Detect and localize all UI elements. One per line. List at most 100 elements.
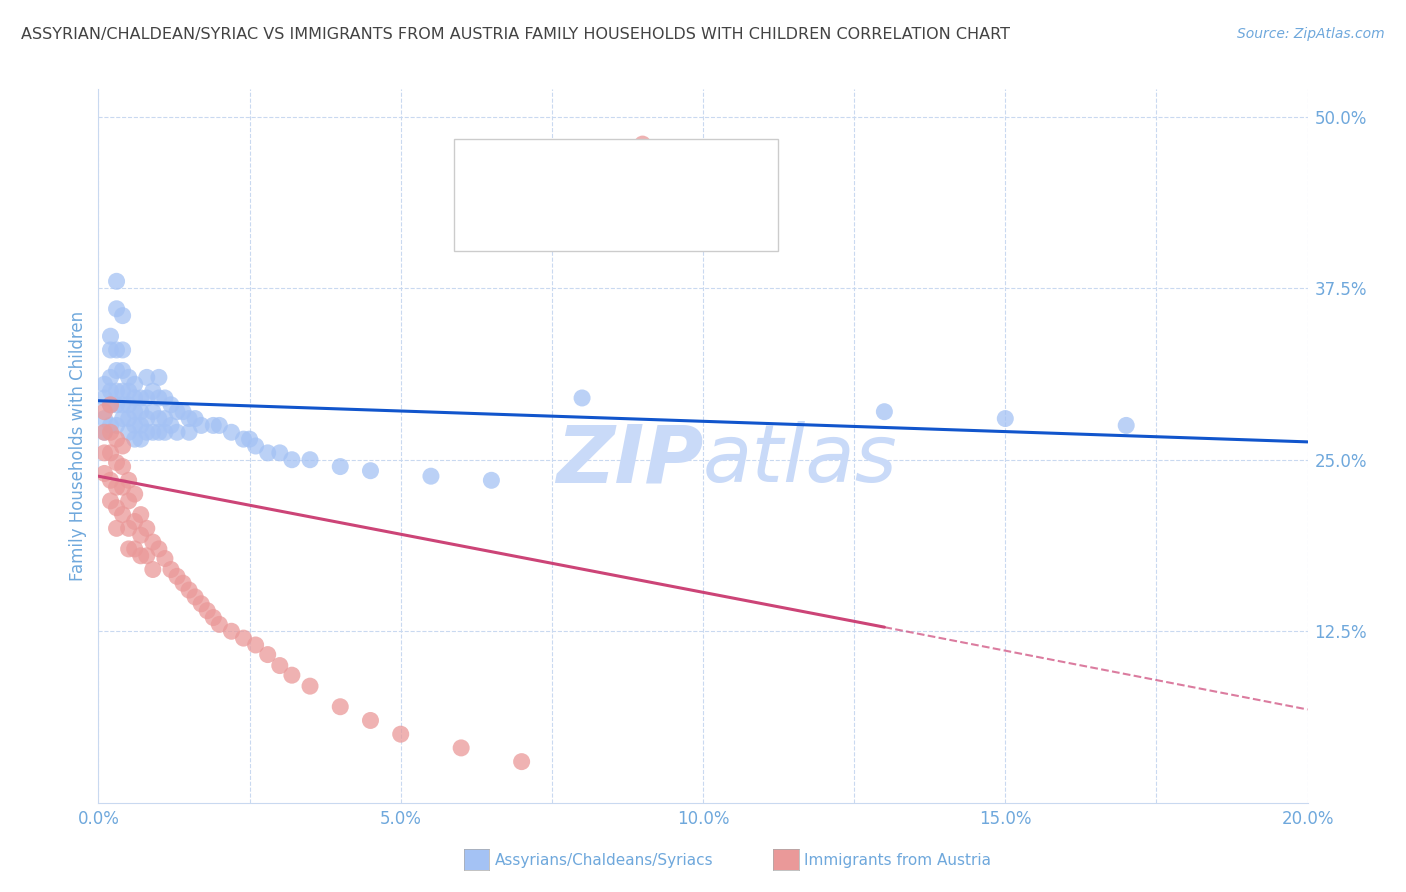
Point xyxy=(100,425,122,440)
Point xyxy=(160,398,183,412)
Point xyxy=(111,508,134,522)
Point xyxy=(179,425,201,440)
Point xyxy=(208,617,231,632)
Point xyxy=(105,343,128,357)
Point xyxy=(124,432,146,446)
Point xyxy=(299,452,322,467)
Text: ZIP: ZIP xyxy=(555,421,703,500)
Point xyxy=(142,535,165,549)
Point xyxy=(100,494,122,508)
Point xyxy=(124,541,146,556)
Point xyxy=(129,549,152,563)
Point xyxy=(135,370,157,384)
Point xyxy=(1115,418,1137,433)
Point xyxy=(93,377,115,392)
Point xyxy=(166,569,188,583)
Point xyxy=(124,418,146,433)
Point xyxy=(153,425,176,440)
Point xyxy=(129,391,152,405)
Point xyxy=(148,541,170,556)
Point xyxy=(360,714,382,728)
Point xyxy=(221,624,243,639)
Point xyxy=(148,411,170,425)
Point xyxy=(93,405,115,419)
Point xyxy=(111,309,134,323)
Point xyxy=(135,549,157,563)
Y-axis label: Family Households with Children: Family Households with Children xyxy=(69,311,87,581)
Point xyxy=(118,521,141,535)
Point xyxy=(142,384,165,398)
Point xyxy=(172,405,194,419)
Point xyxy=(100,329,122,343)
Point xyxy=(142,405,165,419)
Point xyxy=(195,604,218,618)
Text: R =  -0.085    N = 78: R = -0.085 N = 78 xyxy=(515,181,703,199)
Point xyxy=(184,590,207,604)
Point xyxy=(190,597,212,611)
Point xyxy=(93,467,115,481)
Point xyxy=(124,515,146,529)
Point xyxy=(299,679,322,693)
Point xyxy=(93,425,115,440)
Point xyxy=(118,411,141,425)
Point xyxy=(360,464,382,478)
Point xyxy=(111,439,134,453)
Point xyxy=(105,521,128,535)
Point xyxy=(269,658,291,673)
Point xyxy=(148,370,170,384)
Point xyxy=(105,480,128,494)
Point xyxy=(111,411,134,425)
Text: ASSYRIAN/CHALDEAN/SYRIAC VS IMMIGRANTS FROM AUSTRIA FAMILY HOUSEHOLDS WITH CHILD: ASSYRIAN/CHALDEAN/SYRIAC VS IMMIGRANTS F… xyxy=(21,27,1010,42)
Point xyxy=(994,411,1017,425)
Point xyxy=(93,411,115,425)
Point xyxy=(873,405,896,419)
Point xyxy=(93,446,115,460)
Point xyxy=(100,384,122,398)
Text: Immigrants from Austria: Immigrants from Austria xyxy=(804,854,991,868)
Point xyxy=(111,343,134,357)
Point xyxy=(142,562,165,576)
Point xyxy=(100,343,122,357)
Text: Assyrians/Chaldeans/Syriacs: Assyrians/Chaldeans/Syriacs xyxy=(495,854,713,868)
Point xyxy=(105,398,128,412)
Point xyxy=(105,363,128,377)
Point xyxy=(329,699,352,714)
Point xyxy=(245,638,267,652)
Point xyxy=(256,648,278,662)
Point xyxy=(153,411,176,425)
Point xyxy=(100,398,122,412)
Point xyxy=(111,480,134,494)
Point xyxy=(245,439,267,453)
Point xyxy=(105,500,128,515)
Point xyxy=(148,425,170,440)
Point xyxy=(208,418,231,433)
Point xyxy=(135,391,157,405)
Point xyxy=(166,405,188,419)
Point xyxy=(93,391,115,405)
Point xyxy=(281,668,304,682)
Point xyxy=(232,432,254,446)
Point xyxy=(118,398,141,412)
Point xyxy=(129,405,152,419)
Point xyxy=(124,377,146,392)
Point xyxy=(118,370,141,384)
Point xyxy=(420,469,443,483)
Point xyxy=(124,487,146,501)
Point xyxy=(239,432,262,446)
Point xyxy=(118,473,141,487)
Point xyxy=(129,418,152,433)
Point xyxy=(129,508,152,522)
Point xyxy=(510,755,533,769)
Point xyxy=(202,418,225,433)
Point xyxy=(105,274,128,288)
Point xyxy=(135,521,157,535)
Point xyxy=(118,384,141,398)
Point xyxy=(329,459,352,474)
Point xyxy=(190,418,212,433)
Point xyxy=(105,384,128,398)
Point xyxy=(124,391,146,405)
Point xyxy=(100,418,122,433)
Point xyxy=(118,541,141,556)
Point xyxy=(105,301,128,316)
Point xyxy=(105,432,128,446)
